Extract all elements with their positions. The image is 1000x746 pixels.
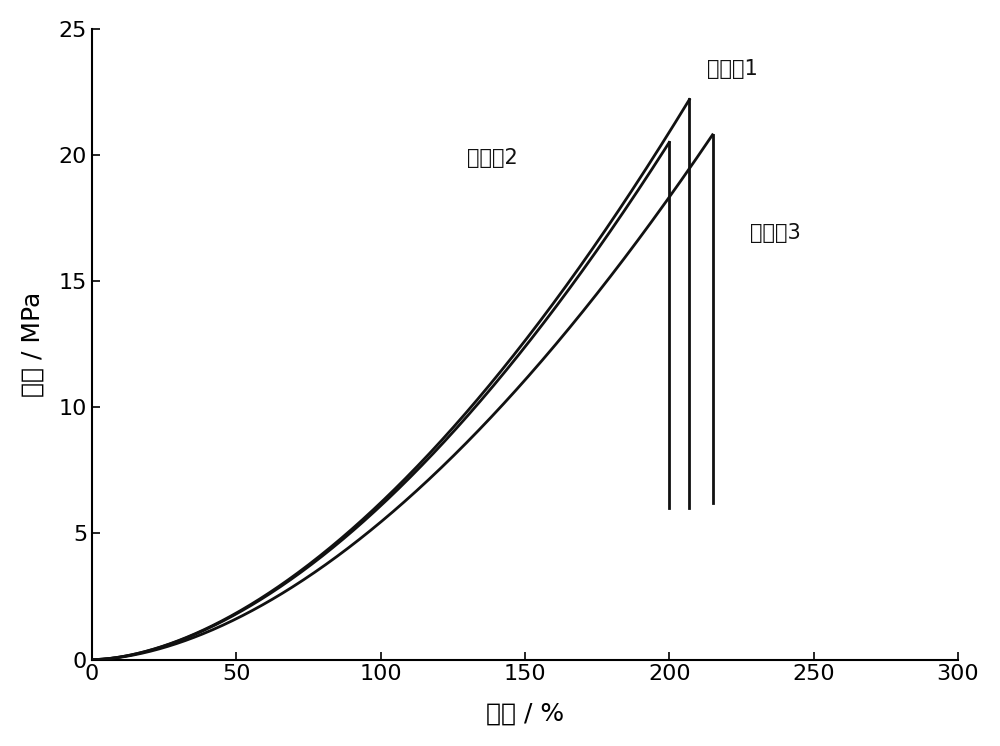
Y-axis label: 应力 / MPa: 应力 / MPa: [21, 292, 45, 397]
X-axis label: 应变 / %: 应变 / %: [486, 701, 564, 725]
Text: 实施例1: 实施例1: [707, 59, 757, 79]
Text: 实施例3: 实施例3: [750, 223, 801, 243]
Text: 实施例2: 实施例2: [467, 148, 518, 168]
